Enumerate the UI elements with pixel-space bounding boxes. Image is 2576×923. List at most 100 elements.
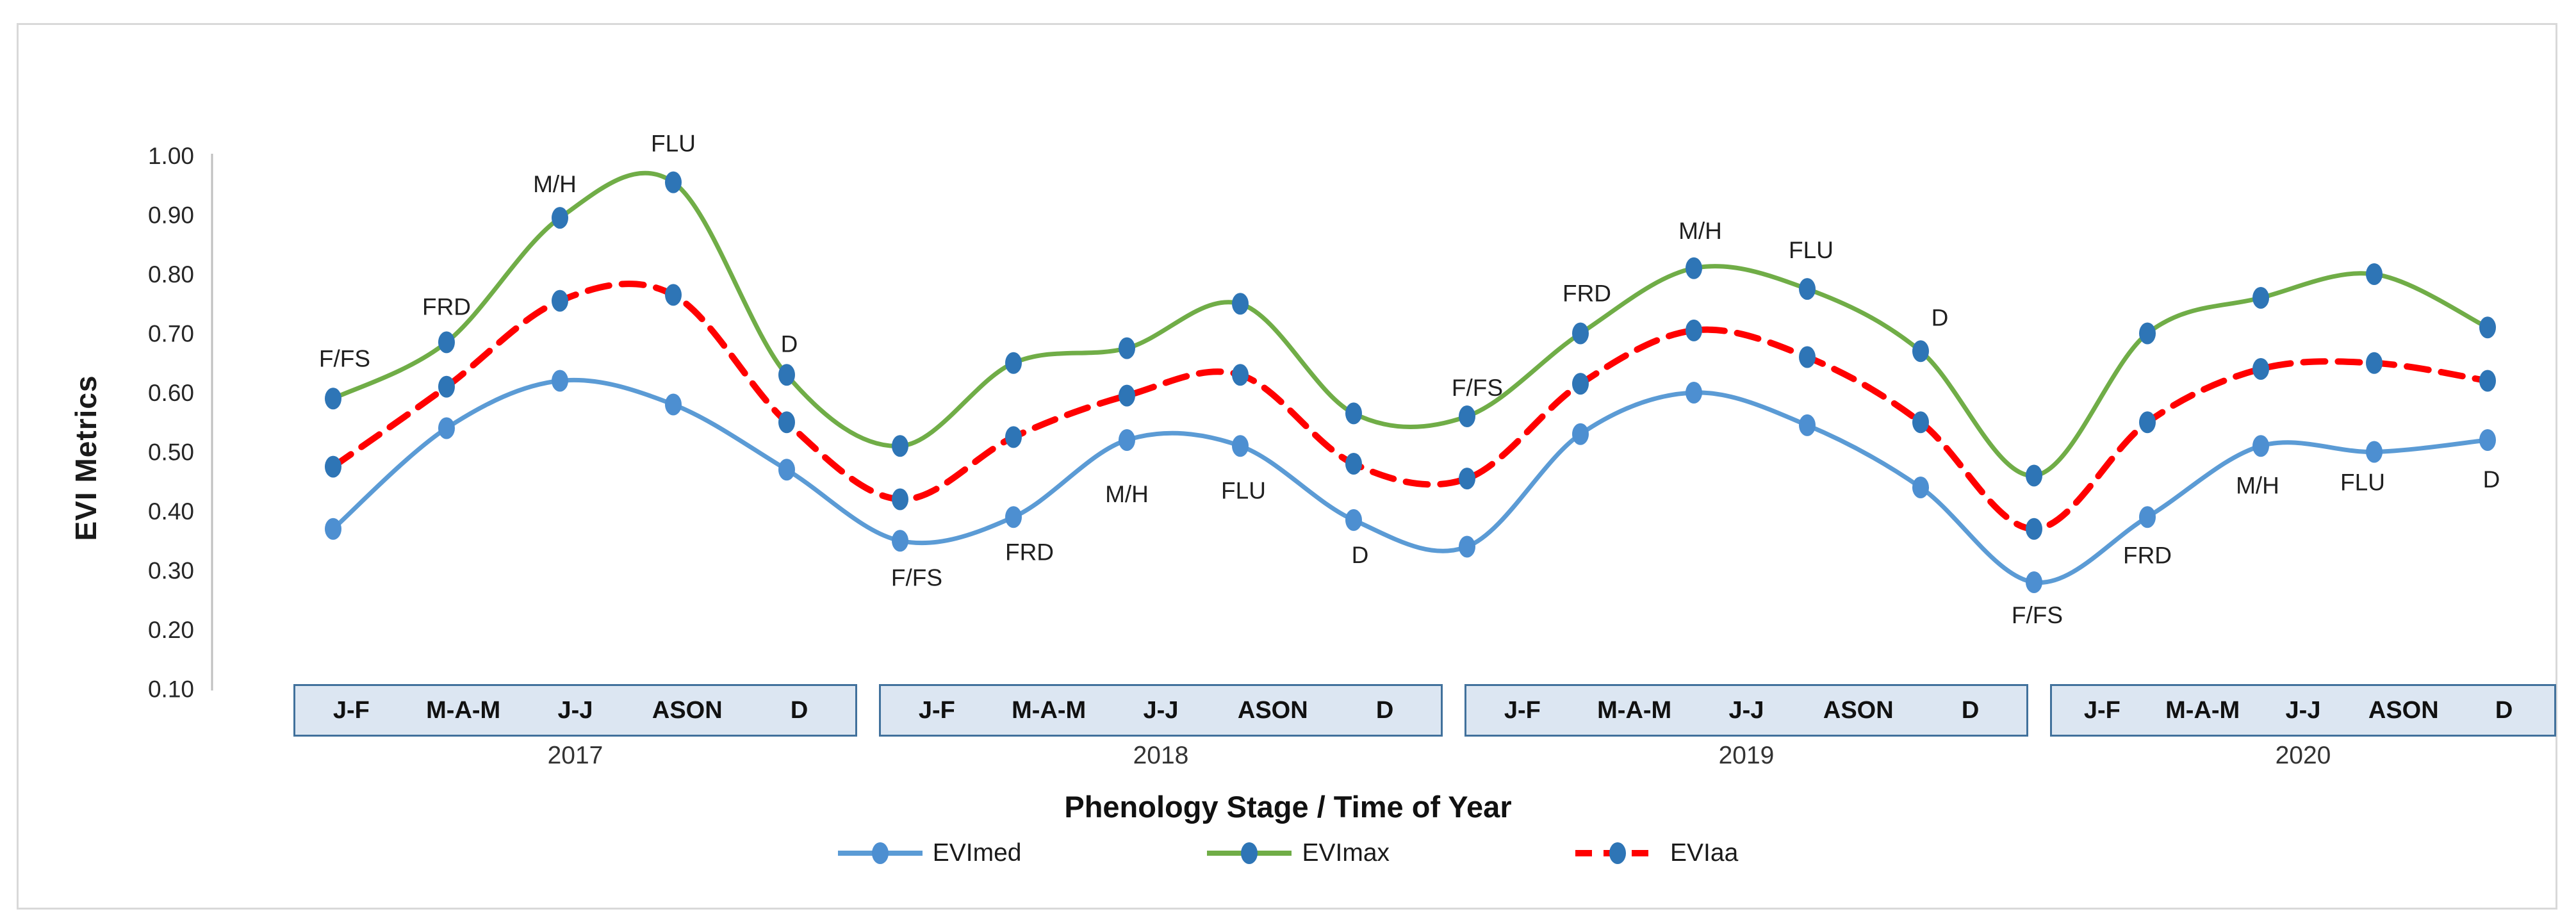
legend-label: EVImed xyxy=(932,839,1022,867)
data-point-EVImax xyxy=(438,331,455,354)
data-point-EVIaa xyxy=(1459,468,1475,490)
data-point-EVIaa xyxy=(2139,411,2156,434)
data-point-EVImax xyxy=(325,388,341,410)
data-point-EVImed xyxy=(892,530,908,552)
period-label: J-F xyxy=(332,696,370,724)
figure-border xyxy=(17,23,2557,910)
phenology-label-2020-D: D xyxy=(2483,466,2500,493)
y-tick-label: 0.60 xyxy=(148,380,194,406)
data-point-EVImax xyxy=(2139,322,2156,345)
period-label: ASON xyxy=(652,696,723,724)
phenology-label-2020-M-H: M/H xyxy=(2236,472,2279,498)
period-label: D xyxy=(790,696,808,724)
data-point-EVImed xyxy=(1912,477,1929,498)
x-axis-box-2020: J-F M-A-M J-J ASON D xyxy=(2050,684,2556,737)
data-point-EVIaa xyxy=(778,411,795,434)
phenology-label-2020-F-FS: F/FS xyxy=(2012,602,2063,628)
data-point-EVImed xyxy=(2252,435,2269,457)
series-line-EVImax xyxy=(331,170,2490,478)
legend-item-eviaa: EVIaa xyxy=(1575,839,1738,867)
phenology-label-2019-FLU: FLU xyxy=(1789,237,1834,263)
year-label-2017: 2017 xyxy=(547,742,603,769)
data-point-EVImax xyxy=(2479,316,2496,339)
period-label: J-J xyxy=(1728,696,1764,724)
phenology-label-2017-FRD: FRD xyxy=(422,293,471,320)
data-point-EVImax xyxy=(1005,352,1022,374)
phenology-label-2019-FRD: FRD xyxy=(1563,281,1611,307)
y-tick-label: 0.90 xyxy=(148,202,194,229)
data-point-EVIaa xyxy=(1119,384,1135,407)
y-tick-label: 0.20 xyxy=(148,617,194,643)
data-point-EVIaa xyxy=(2479,370,2496,392)
x-axis-box-2019: J-F M-A-M J-J ASON D xyxy=(1464,684,2028,737)
data-point-EVImed xyxy=(1459,535,1475,558)
data-point-EVImax xyxy=(1686,257,1702,279)
phenology-label-2019-M-H: M/H xyxy=(1678,218,1722,244)
data-point-EVImax xyxy=(778,364,795,386)
data-point-EVImax xyxy=(552,207,568,229)
data-point-EVIaa xyxy=(2366,352,2383,374)
y-tick-label: 0.10 xyxy=(148,676,194,703)
year-label-2020: 2020 xyxy=(2275,742,2331,769)
phenology-label-2020-FLU: FLU xyxy=(2340,470,2385,496)
data-point-EVImed xyxy=(2479,429,2496,451)
data-point-EVImed xyxy=(1232,435,1249,457)
data-point-EVImed xyxy=(2026,571,2042,593)
period-label: M-A-M xyxy=(1597,696,1672,724)
data-point-EVImed xyxy=(778,459,795,481)
phenology-label-2018-FLU: FLU xyxy=(1221,477,1266,503)
period-label: J-J xyxy=(2285,696,2321,724)
data-point-EVIaa xyxy=(1799,346,1816,368)
y-tick-label: 0.40 xyxy=(148,498,194,525)
period-label: D xyxy=(2495,696,2513,724)
data-point-EVIaa xyxy=(438,375,455,398)
data-point-EVIaa xyxy=(552,290,568,312)
period-label: J-J xyxy=(557,696,593,724)
data-point-EVImax xyxy=(1912,340,1929,363)
data-point-EVImed xyxy=(1686,382,1702,404)
data-point-EVImed xyxy=(1345,509,1362,531)
data-point-EVImax xyxy=(2366,263,2383,285)
period-label: J-F xyxy=(2083,696,2121,724)
data-point-EVImax xyxy=(2252,287,2269,309)
data-point-EVIaa xyxy=(1345,453,1362,475)
data-point-EVImed xyxy=(1005,506,1022,528)
period-label: M-A-M xyxy=(1012,696,1087,724)
data-point-EVImed xyxy=(552,370,568,392)
period-label: D xyxy=(1961,696,1980,724)
legend-label: EVImax xyxy=(1302,839,1390,867)
period-label: M-A-M xyxy=(2165,696,2240,724)
year-label-2018: 2018 xyxy=(1133,742,1189,769)
series-line-EVIaa xyxy=(330,281,2491,532)
period-label: D xyxy=(1375,696,1394,724)
phenology-label-2020-FRD: FRD xyxy=(2123,542,2172,568)
legend-item-evimed: EVImed xyxy=(837,839,1022,867)
phenology-label-2018-M-H: M/H xyxy=(1105,481,1149,507)
data-point-EVIaa xyxy=(325,455,341,478)
data-point-EVImax xyxy=(1119,337,1135,359)
data-point-EVImed xyxy=(438,417,455,439)
data-point-EVImax xyxy=(892,435,908,457)
data-point-EVImed xyxy=(1799,414,1816,436)
phenology-label-2017-F-FS: F/FS xyxy=(319,345,370,372)
data-point-EVIaa xyxy=(892,488,908,511)
phenology-label-2017-M-H: M/H xyxy=(533,171,577,197)
data-point-EVIaa xyxy=(1572,373,1589,395)
phenology-label-2019-F-FS: F/FS xyxy=(1452,375,1503,401)
data-point-EVIaa xyxy=(665,284,682,306)
legend-line-sample-icon xyxy=(1207,840,1292,866)
phenology-label-2017-FLU: FLU xyxy=(651,131,696,157)
x-axis-box-2018: J-F M-A-M J-J ASON D xyxy=(879,684,1443,737)
data-point-EVIaa xyxy=(2026,518,2042,540)
legend-label: EVIaa xyxy=(1670,839,1739,867)
period-label: J-F xyxy=(1504,696,1541,724)
phenology-label-2018-FRD: FRD xyxy=(1005,539,1054,565)
legend-item-evimax: EVImax xyxy=(1207,839,1390,867)
phenology-label-2017-D: D xyxy=(781,331,798,357)
period-label: J-F xyxy=(918,696,955,724)
period-label: ASON xyxy=(1823,696,1894,724)
data-point-EVIaa xyxy=(1232,364,1249,386)
data-point-EVImed xyxy=(2139,506,2156,528)
